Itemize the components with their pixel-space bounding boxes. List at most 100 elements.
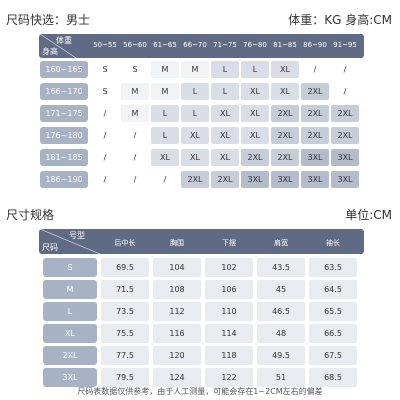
corner-type-label: 号型 [69,231,85,240]
weight-header: 61~65 [153,41,177,49]
size-cell: 2XL [331,127,359,144]
size-cell: / [151,171,179,188]
size-cell: 2XL [301,83,329,100]
spec-value-cell: 67.5 [309,346,357,365]
corner-height-label: 身高 [42,47,58,56]
size-cell: M [151,83,179,100]
weight-header: 50~55 [93,41,117,49]
footnote: 尺码表数据仅供参考，由于人工测量，可能会存在1~2CM左右的偏差 [77,387,323,396]
size-cell: XL [241,127,269,144]
height-row-label: 176~180 [40,127,88,144]
spec-size-label: XL [43,324,97,343]
size-cell: 3XL [301,171,329,188]
size-cell: 2XL [301,105,329,122]
spec-value-cell: 45 [257,280,305,299]
height-row-label: 166~170 [40,83,88,100]
spec-value-cell: 43.5 [257,258,305,277]
size-cell: 2XL [211,171,239,188]
weight-header: 91~95 [333,41,357,49]
size-cell: M [121,105,149,122]
height-row-label: 186~190 [40,171,88,188]
spec-size-label: 2XL [43,346,97,365]
spec-column-header: 袖长 [326,239,340,247]
size-cell: 2XL [181,171,209,188]
size-cell: L [241,61,269,78]
size-cell: XL [211,149,239,166]
size-cell: XL [181,127,209,144]
size-cell: 3XL [331,171,359,188]
size-cell: M [121,83,149,100]
weight-header: 56~60 [123,41,147,49]
size-cell: 2XL [271,149,299,166]
size-cell: 2XL [271,127,299,144]
size-cell: XL [181,149,209,166]
spec-value-cell: 120 [153,346,201,365]
size-cell: 3XL [241,171,269,188]
spec-value-cell: 104 [153,258,201,277]
height-row-label: 160~165 [40,61,88,78]
size-cell: 3XL [271,171,299,188]
size-cell: XL [271,61,299,78]
size-cell: L [181,105,209,122]
size-cell: L [151,127,179,144]
spec-title: 尺寸规格 [6,208,55,222]
weight-header: 66~70 [183,41,207,49]
size-cell: S [91,83,119,100]
size-cell: / [301,61,329,78]
spec-value-cell: 118 [205,346,253,365]
spec-table: 号型 尺码 后中长 胸围 下摆 肩宽 袖长 S 69.5 104 102 43.5 63.5 M 71.… [39,229,364,387]
spec-size-label: S [43,258,97,277]
spec-value-cell: 69.5 [101,258,149,277]
size-cell: / [91,171,119,188]
size-cell: M [151,61,179,78]
spec-value-cell: 77.5 [101,346,149,365]
size-cell: XL [211,105,239,122]
spec-column-header: 后中长 [114,239,136,247]
size-cell: M [181,61,209,78]
corner-weight-label: 体重 [56,36,72,45]
quick-select-header: 尺码快选：男士 体重：KG 身高:CM [0,8,400,28]
spec-value-cell: 65.5 [309,302,357,321]
spec-value-cell: 108 [153,280,201,299]
spec-value-cell: 49.5 [257,346,305,365]
size-cell: 2XL [241,149,269,166]
spec-value-cell: 124 [153,368,201,387]
spec-value-cell: 122 [205,368,253,387]
spec-value-cell: 102 [205,258,253,277]
quick-select-label: 尺码快选：男士 [6,13,91,27]
spec-unit: 单位:CM [345,208,392,222]
size-cell: L [211,83,239,100]
corner-size-label: 尺码 [42,243,58,252]
spec-value-cell: 63.5 [309,258,357,277]
units-label: 体重：KG 身高:CM [288,13,392,27]
spec-column-header: 胸围 [170,239,184,247]
size-cell: / [121,149,149,166]
spec-value-cell: 68.5 [309,368,357,387]
spec-value-cell: 79.5 [101,368,149,387]
size-chart: 体重 身高 50~55 56~60 61~65 66~70 71~75 76~80 81~8… [39,34,364,194]
size-cell: L [151,105,179,122]
spec-value-cell: 73.5 [101,302,149,321]
diagonal-line-icon [40,34,76,58]
spec-value-cell: 114 [205,324,253,343]
spec-value-cell: 48 [257,324,305,343]
size-cell: 3XL [301,149,329,166]
spec-value-cell: 66.5 [309,324,357,343]
spec-value-cell: 112 [153,302,201,321]
size-cell: L [211,61,239,78]
weight-header: 86~90 [303,41,327,49]
spec-size-label: L [43,302,97,321]
height-row-label: 181~185 [40,149,88,166]
spec-value-cell: 64.5 [309,280,357,299]
spec-value-cell: 71.5 [101,280,149,299]
weight-header: 81~85 [273,41,297,49]
spec-value-cell: 75.5 [101,324,149,343]
size-cell: / [331,83,359,100]
size-cell: / [91,149,119,166]
size-cell: 2XL [301,127,329,144]
spec-value-cell: 116 [153,324,201,343]
spec-header: 尺寸规格 单位:CM [0,203,400,223]
size-cell: 2XL [271,105,299,122]
size-cell: 3XL [331,149,359,166]
diagonal-line-icon [40,229,100,254]
